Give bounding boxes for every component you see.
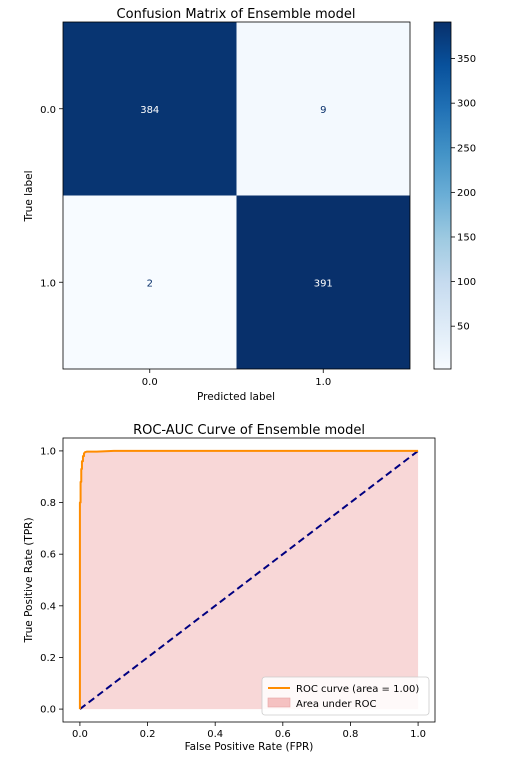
roc-legend-item: ROC curve (area = 1.00) <box>296 684 419 695</box>
cm-xlabel: Predicted label <box>197 391 275 403</box>
roc-ylabel: True Positive Rate (TPR) <box>23 517 35 643</box>
cm-x-tick-label: 0.0 <box>142 377 158 388</box>
roc-curve-line <box>78 449 419 710</box>
roc-title: ROC-AUC Curve of Ensemble model <box>133 423 365 438</box>
cm-y-tick-label: 0.0 <box>40 105 56 116</box>
roc-x-ticks: 0.0 0.2 0.4 0.6 0.8 1.0 <box>72 722 426 740</box>
cm-ylabel: True label <box>23 170 35 222</box>
roc-diagonal-line <box>79 450 419 710</box>
cm-cell-value: 9 <box>320 105 326 116</box>
roc-x-tick-label: 0.2 <box>140 729 156 740</box>
cm-x-ticks: 0.0 1.0 <box>142 369 331 388</box>
cm-colorbar-tick-label: 350 <box>457 54 476 65</box>
cm-cell-value: 391 <box>314 278 333 289</box>
roc-y-ticks: 0.0 0.2 0.4 0.6 0.8 1.0 <box>40 446 63 716</box>
cm-y-tick-label: 1.0 <box>40 278 56 289</box>
cm-colorbar-tick-label: 100 <box>457 277 476 288</box>
cm-x-tick-label: 1.0 <box>315 377 331 388</box>
cm-colorbar-tick-label: 200 <box>457 188 476 199</box>
roc-x-tick-label: 0.8 <box>343 729 359 740</box>
cm-frame <box>62 21 411 370</box>
cm-colorbar <box>433 21 452 370</box>
cm-cell-value: 2 <box>147 278 153 289</box>
cm-cell <box>236 195 410 369</box>
roc-x-tick-label: 0.4 <box>207 729 223 740</box>
roc-x-tick-label: 0.6 <box>275 729 291 740</box>
roc-x-tick-label: 1.0 <box>410 729 426 740</box>
roc-y-tick-label: 0.6 <box>40 550 56 561</box>
cm-cells: 384 9 2 391 <box>63 22 410 369</box>
cm-cell <box>63 22 237 196</box>
roc-frame <box>62 437 436 723</box>
roc-layer <box>78 449 419 710</box>
cm-y-ticks: 0.0 1.0 <box>40 105 63 289</box>
roc-xlabel: False Positive Rate (FPR) <box>185 741 314 753</box>
roc-legend-fill-swatch <box>267 697 291 708</box>
cm-colorbar-tick-label: 150 <box>457 232 476 243</box>
roc-y-tick-label: 0.8 <box>40 498 56 509</box>
cm-colorbar-ticks: 350 300 250 200 150 100 50 <box>451 54 476 333</box>
cm-colorbar-tick-label: 50 <box>457 322 470 333</box>
roc-y-tick-label: 0.2 <box>40 653 56 664</box>
roc-y-tick-label: 0.4 <box>40 601 56 612</box>
roc-y-tick-label: 0.0 <box>40 705 56 716</box>
cm-cell <box>63 195 237 369</box>
cm-title: Confusion Matrix of Ensemble model <box>117 7 356 22</box>
roc-y-tick-label: 1.0 <box>40 446 56 457</box>
roc-x-tick-label: 0.0 <box>72 729 88 740</box>
cm-cell-value: 384 <box>140 105 159 116</box>
roc-legend-item: Area under ROC <box>296 699 376 710</box>
roc-legend-box <box>261 676 430 716</box>
roc-legend: ROC curve (area = 1.00) Area under ROC <box>261 676 430 716</box>
cm-colorbar-tick-label: 300 <box>457 99 476 110</box>
cm-colorbar-tick-label: 250 <box>457 143 476 154</box>
cm-cell <box>236 22 410 196</box>
